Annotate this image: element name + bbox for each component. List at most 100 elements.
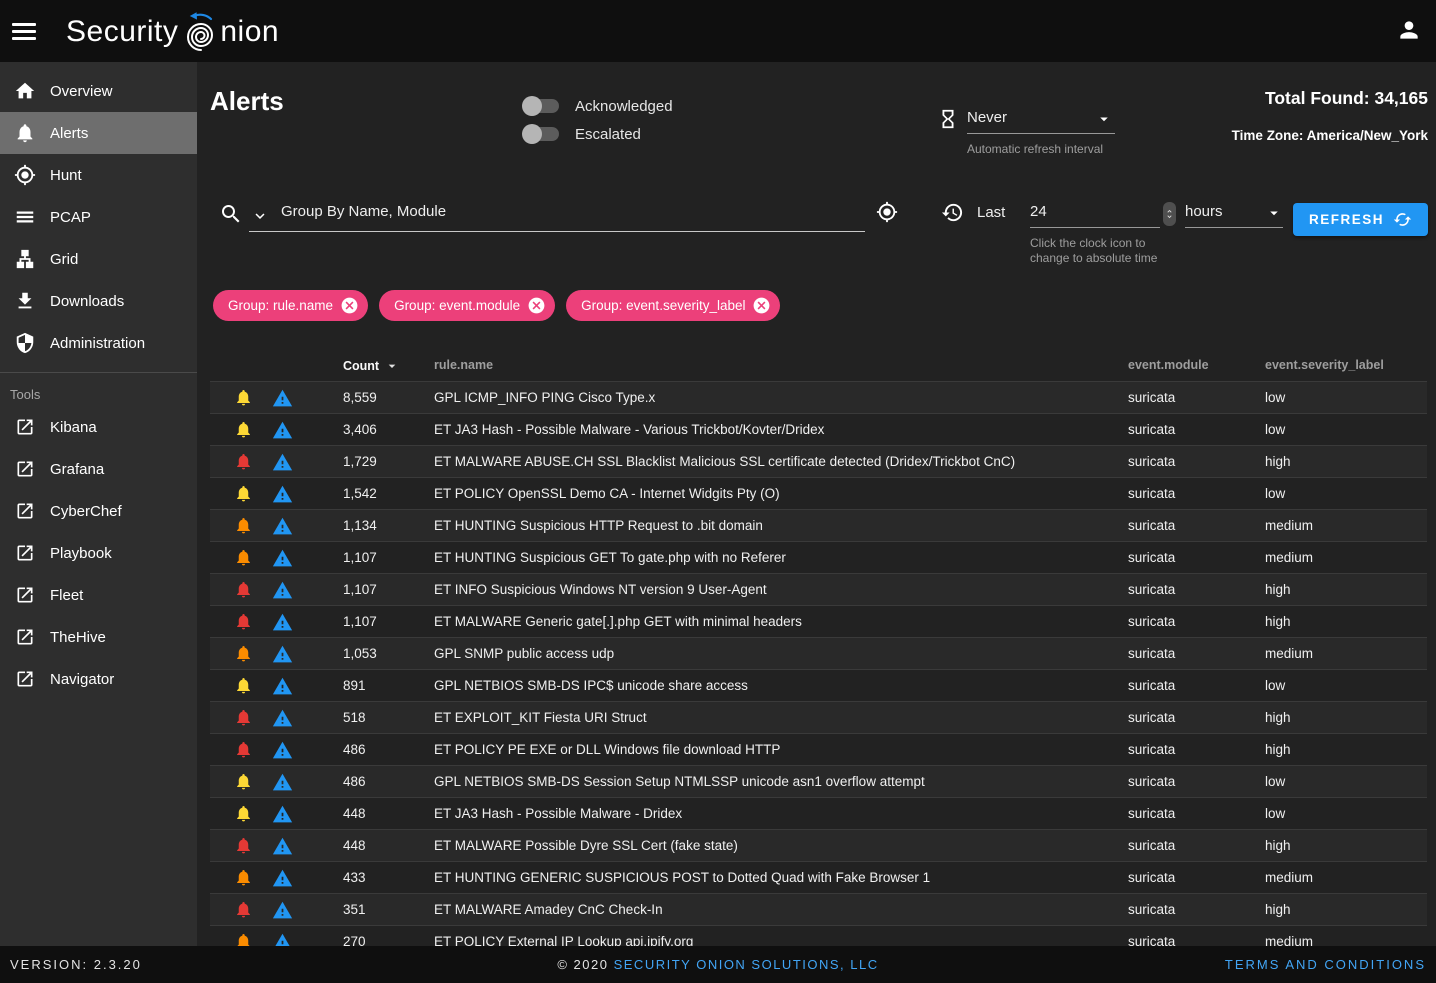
table-row[interactable]: 891 GPL NETBIOS SMB-DS IPC$ unicode shar… xyxy=(210,669,1427,701)
alert-triangle-icon[interactable] xyxy=(272,452,293,473)
company-link[interactable]: SECURITY ONION SOLUTIONS, LLC xyxy=(613,957,879,972)
refresh-interval-select[interactable]: Never xyxy=(967,106,1115,134)
alert-triangle-icon[interactable] xyxy=(272,836,293,857)
alert-triangle-icon[interactable] xyxy=(272,708,293,729)
table-row[interactable]: 1,542 ET POLICY OpenSSL Demo CA - Intern… xyxy=(210,477,1427,509)
alert-triangle-icon[interactable] xyxy=(272,580,293,601)
acknowledged-toggle[interactable] xyxy=(522,96,559,116)
chip-close-icon[interactable] xyxy=(340,296,359,315)
sidebar-tool-fleet[interactable]: Fleet xyxy=(0,574,197,616)
table-row[interactable]: 486 ET POLICY PE EXE or DLL Windows file… xyxy=(210,733,1427,765)
severity-bell-icon[interactable] xyxy=(234,708,253,727)
escalated-toggle[interactable] xyxy=(522,124,559,144)
severity-bell-icon[interactable] xyxy=(234,868,253,887)
table-row[interactable]: 1,107 ET HUNTING Suspicious GET To gate.… xyxy=(210,541,1427,573)
sidebar-item-label: CyberChef xyxy=(50,502,122,520)
severity-bell-icon[interactable] xyxy=(234,836,253,855)
sidebar-tool-kibana[interactable]: Kibana xyxy=(0,406,197,448)
group-filter-chip[interactable]: Group: event.module xyxy=(379,290,556,321)
alert-triangle-icon[interactable] xyxy=(272,804,293,825)
chip-close-icon[interactable] xyxy=(527,296,546,315)
sidebar-tool-navigator[interactable]: Navigator xyxy=(0,658,197,700)
severity-bell-icon[interactable] xyxy=(234,548,253,567)
table-row[interactable]: 448 ET JA3 Hash - Possible Malware - Dri… xyxy=(210,797,1427,829)
sidebar-item-administration[interactable]: Administration xyxy=(0,322,197,364)
alert-triangle-icon[interactable] xyxy=(272,932,293,946)
severity-bell-icon[interactable] xyxy=(234,484,253,503)
alert-triangle-icon[interactable] xyxy=(272,644,293,665)
alerts-main-panel: Alerts Acknowledged Escalated Never Auto… xyxy=(197,62,1436,946)
alert-triangle-icon[interactable] xyxy=(272,740,293,761)
alert-triangle-icon[interactable] xyxy=(272,420,293,441)
alert-triangle-icon[interactable] xyxy=(272,676,293,697)
severity-bell-icon[interactable] xyxy=(234,804,253,823)
severity-bell-icon[interactable] xyxy=(234,516,253,535)
column-header-count[interactable]: Count xyxy=(343,358,400,374)
sidebar-tool-thehive[interactable]: TheHive xyxy=(0,616,197,658)
table-row[interactable]: 1,107 ET MALWARE Generic gate[.].php GET… xyxy=(210,605,1427,637)
table-row[interactable]: 1,134 ET HUNTING Suspicious HTTP Request… xyxy=(210,509,1427,541)
alert-triangle-icon[interactable] xyxy=(272,388,293,409)
severity-bell-icon[interactable] xyxy=(234,388,253,407)
table-row[interactable]: 433 ET HUNTING GENERIC SUSPICIOUS POST t… xyxy=(210,861,1427,893)
alert-triangle-icon[interactable] xyxy=(272,772,293,793)
table-row[interactable]: 518 ET EXPLOIT_KIT Fiesta URI Struct sur… xyxy=(210,701,1427,733)
severity-bell-icon[interactable] xyxy=(234,580,253,599)
sidebar-item-grid[interactable]: Grid xyxy=(0,238,197,280)
alert-triangle-icon[interactable] xyxy=(272,484,293,505)
severity-bell-icon[interactable] xyxy=(234,932,253,946)
group-filter-chip[interactable]: Group: event.severity_label xyxy=(566,290,781,321)
severity-bell-icon[interactable] xyxy=(234,676,253,695)
severity-bell-icon[interactable] xyxy=(234,644,253,663)
table-row[interactable]: 448 ET MALWARE Possible Dyre SSL Cert (f… xyxy=(210,829,1427,861)
severity-bell-icon[interactable] xyxy=(234,740,253,759)
sidebar-tool-grafana[interactable]: Grafana xyxy=(0,448,197,490)
sidebar-item-pcap[interactable]: PCAP xyxy=(0,196,197,238)
column-header-rule-name[interactable]: rule.name xyxy=(434,358,494,372)
total-found: Total Found: 34,165 xyxy=(1264,88,1428,108)
unit-select[interactable]: hours xyxy=(1185,200,1283,228)
chevron-down-icon[interactable] xyxy=(251,207,269,225)
column-header-severity[interactable]: event.severity_label xyxy=(1265,358,1384,372)
alert-triangle-icon[interactable] xyxy=(272,612,293,633)
user-account-icon[interactable] xyxy=(1396,17,1422,46)
duration-input[interactable]: 24 xyxy=(1030,200,1160,228)
sidebar-item-label: Kibana xyxy=(50,418,97,436)
sidebar-item-alerts[interactable]: Alerts xyxy=(0,112,197,154)
alert-triangle-icon[interactable] xyxy=(272,548,293,569)
severity-bell-icon[interactable] xyxy=(234,420,253,439)
number-stepper-icon[interactable] xyxy=(1163,202,1176,226)
severity-bell-icon[interactable] xyxy=(234,772,253,791)
table-row[interactable]: 270 ET POLICY External IP Lookup api.ipi… xyxy=(210,925,1427,946)
group-filter-chip[interactable]: Group: rule.name xyxy=(213,290,369,321)
sidebar-item-downloads[interactable]: Downloads xyxy=(0,280,197,322)
table-row[interactable]: 1,107 ET INFO Suspicious Windows NT vers… xyxy=(210,573,1427,605)
sidebar-tool-cyberchef[interactable]: CyberChef xyxy=(0,490,197,532)
severity-bell-icon[interactable] xyxy=(234,612,253,631)
alert-triangle-icon[interactable] xyxy=(272,516,293,537)
alert-triangle-icon[interactable] xyxy=(272,900,293,921)
severity-bell-icon[interactable] xyxy=(234,452,253,471)
refresh-button[interactable]: REFRESH xyxy=(1293,203,1428,236)
chip-close-icon[interactable] xyxy=(752,296,771,315)
sidebar-item-hunt[interactable]: Hunt xyxy=(0,154,197,196)
terms-link[interactable]: TERMS AND CONDITIONS xyxy=(1224,957,1426,972)
refresh-button-label: REFRESH xyxy=(1308,212,1384,227)
hamburger-menu-icon[interactable] xyxy=(12,17,52,45)
search-input[interactable]: Group By Name, Module xyxy=(281,203,447,220)
row-event-module: suricata xyxy=(1128,678,1176,693)
table-row[interactable]: 351 ET MALWARE Amadey CnC Check-In suric… xyxy=(210,893,1427,925)
severity-bell-icon[interactable] xyxy=(234,900,253,919)
target-icon[interactable] xyxy=(876,201,898,223)
sidebar-item-overview[interactable]: Overview xyxy=(0,70,197,112)
table-row[interactable]: 1,729 ET MALWARE ABUSE.CH SSL Blacklist … xyxy=(210,445,1427,477)
row-rule-name: GPL NETBIOS SMB-DS Session Setup NTMLSSP… xyxy=(434,774,925,789)
alert-triangle-icon[interactable] xyxy=(272,868,293,889)
table-row[interactable]: 1,053 GPL SNMP public access udp suricat… xyxy=(210,637,1427,669)
table-row[interactable]: 3,406 ET JA3 Hash - Possible Malware - V… xyxy=(210,413,1427,445)
table-row[interactable]: 486 GPL NETBIOS SMB-DS Session Setup NTM… xyxy=(210,765,1427,797)
history-clock-icon[interactable] xyxy=(941,201,964,224)
sidebar-tool-playbook[interactable]: Playbook xyxy=(0,532,197,574)
column-header-module[interactable]: event.module xyxy=(1128,358,1209,372)
table-row[interactable]: 8,559 GPL ICMP_INFO PING Cisco Type.x su… xyxy=(210,381,1427,413)
